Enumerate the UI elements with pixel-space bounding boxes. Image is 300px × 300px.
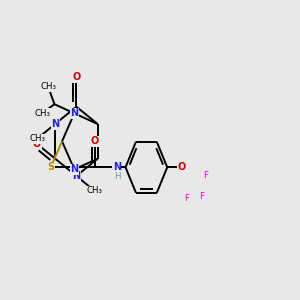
- Text: S: S: [47, 162, 54, 172]
- Text: O: O: [91, 136, 99, 146]
- Text: H: H: [114, 172, 120, 182]
- Text: O: O: [178, 162, 186, 172]
- Text: F: F: [184, 194, 189, 203]
- Text: F: F: [199, 192, 204, 201]
- Text: N: N: [51, 119, 59, 129]
- Text: O: O: [72, 72, 80, 82]
- Text: N: N: [70, 108, 78, 118]
- Text: N: N: [70, 164, 78, 174]
- Text: CH₃: CH₃: [40, 82, 56, 91]
- Text: CH₃: CH₃: [29, 134, 45, 143]
- Text: N: N: [113, 162, 121, 172]
- Text: CH₃: CH₃: [34, 109, 50, 118]
- Text: N: N: [72, 171, 80, 181]
- Text: O: O: [33, 139, 41, 149]
- Text: CH₃: CH₃: [86, 186, 103, 195]
- Text: F: F: [203, 171, 208, 180]
